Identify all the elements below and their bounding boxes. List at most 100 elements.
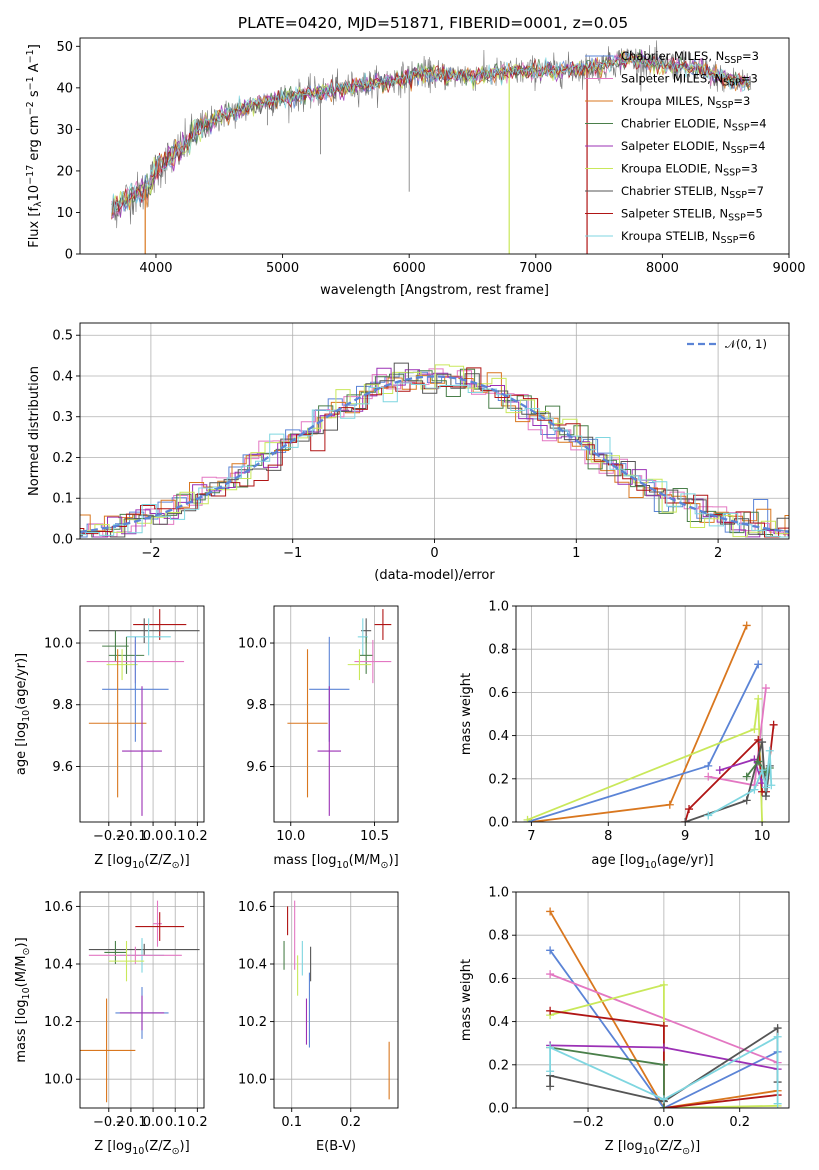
x-tick-label: 0.1 [165, 829, 186, 844]
y-tick-label: 10.2 [238, 1015, 267, 1030]
y-tick-label: 20 [56, 164, 73, 179]
weight-marker [750, 725, 759, 734]
x-tick-label: 0.0 [143, 829, 164, 844]
x-tick-label: 1 [572, 546, 580, 561]
x-axis-label: wavelength [Angstrom, rest frame] [320, 283, 549, 298]
x-tick-label: 6000 [393, 261, 426, 276]
residual-histogram-salpeter_elodie [80, 367, 789, 538]
weight-marker [546, 907, 555, 916]
x-tick-label: −1 [283, 546, 302, 561]
x-tick-label: −0.2 [572, 1115, 604, 1130]
plot-area [80, 900, 200, 1103]
y-tick-label: 10.2 [44, 1015, 73, 1030]
legend-entry: Kroupa MILES, NSSP=3 [621, 94, 750, 111]
x-tick-label: 0.2 [187, 1115, 208, 1130]
y-tick-label: 0.8 [488, 643, 509, 658]
x-tick-label: 10.5 [360, 829, 389, 844]
y-tick-label: 0.3 [52, 410, 73, 425]
weight-marker [742, 796, 751, 805]
x-tick-label: −0.2 [93, 1115, 125, 1130]
weight-marker [758, 818, 767, 822]
model-spectrum-chabrier_miles [111, 51, 750, 218]
plot-area [283, 900, 390, 1100]
weight-marker [546, 970, 555, 979]
plot-area [287, 609, 392, 816]
weight-marker [665, 800, 674, 809]
y-tick-label: 0.4 [488, 1015, 509, 1030]
x-axis-label: E(B-V) [316, 1139, 356, 1154]
legend-entry: Chabrier MILES, NSSP=3 [621, 49, 759, 66]
y-tick-label: 50 [56, 40, 73, 55]
y-tick-label: 10.0 [238, 637, 267, 652]
legend-entry: Salpeter ELODIE, NSSP=4 [621, 139, 765, 156]
y-tick-label: 10.0 [44, 1073, 73, 1088]
y-axis-label: mass weight [459, 959, 474, 1041]
weight-marker [659, 980, 668, 989]
y-tick-label: 9.6 [246, 760, 267, 775]
y-tick-label: 10.0 [44, 637, 73, 652]
x-tick-label: −0.2 [93, 829, 125, 844]
weight-marker [546, 1043, 555, 1052]
legend-entry: Salpeter STELIB, NSSP=5 [621, 207, 763, 224]
x-tick-label: 2 [714, 546, 722, 561]
x-tick-label: 5000 [266, 261, 299, 276]
axes-frame [79, 322, 790, 540]
x-tick-label: 0.2 [340, 1115, 361, 1130]
plot-area [80, 362, 789, 538]
axes-frame [273, 891, 399, 1109]
weight-marker [704, 761, 713, 770]
y-tick-label: 1.0 [488, 886, 509, 901]
residual-histogram-chabrier_elodie [80, 368, 789, 538]
y-axis-label: Normed distribution [27, 366, 42, 496]
weight-marker [659, 1021, 668, 1030]
axes-frame [515, 891, 790, 1109]
x-tick-label: −2 [141, 546, 160, 561]
plot-area [523, 621, 778, 822]
x-axis-label: (data-model)/error [374, 568, 495, 583]
x-tick-label: 0 [430, 546, 438, 561]
y-tick-label: 10.0 [238, 1073, 267, 1088]
legend-entry: Kroupa STELIB, NSSP=6 [621, 229, 755, 246]
x-tick-label: 9 [681, 829, 689, 844]
x-tick-label: −0.1 [115, 829, 147, 844]
y-tick-label: 0.2 [488, 1058, 509, 1073]
weight-marker [767, 781, 776, 790]
weight-marker [715, 766, 724, 775]
y-tick-label: 9.6 [52, 760, 73, 775]
y-axis-label: mass [log10(M/M⊙)] [14, 937, 32, 1062]
plot-area [111, 40, 752, 254]
axes-frame [79, 37, 790, 255]
y-tick-label: 0.4 [488, 729, 509, 744]
x-tick-label: 4000 [139, 261, 172, 276]
figure-title: PLATE=0420, MJD=51871, FIBERID=0001, z=0… [238, 14, 628, 32]
x-axis-label: Z [log10(Z/Z⊙)] [94, 853, 189, 871]
axes-frame [79, 891, 205, 1109]
y-tick-label: 0.0 [488, 1102, 509, 1117]
weight-marker [546, 1082, 555, 1091]
y-tick-label: 10.4 [44, 958, 73, 973]
y-tick-label: 0.2 [488, 772, 509, 787]
x-axis-label: Z [log10(Z/Z⊙)] [605, 1139, 700, 1157]
weight-marker [754, 660, 763, 669]
x-tick-label: 7000 [519, 261, 552, 276]
x-tick-label: −0.1 [115, 1115, 147, 1130]
axes-frame [79, 605, 205, 823]
y-tick-label: 0.6 [488, 686, 509, 701]
axes-frame [515, 605, 790, 823]
y-tick-label: 9.8 [246, 698, 267, 713]
x-axis-label: age [log10(age/yr)] [591, 853, 713, 871]
x-tick-label: 9000 [772, 261, 805, 276]
model-spectrum-kroupa_stelib [111, 52, 750, 213]
x-tick-label: 0.2 [729, 1115, 750, 1130]
weight-marker [773, 1032, 782, 1041]
y-tick-label: 0 [65, 248, 73, 263]
x-tick-label: 0.0 [143, 1115, 164, 1130]
x-tick-label: 0.1 [165, 1115, 186, 1130]
residual-histogram-chabrier_stelib [80, 362, 789, 538]
weight-marker [704, 811, 713, 820]
weight-series-kroupa_stelib [707, 750, 773, 817]
weight-marker [773, 1024, 782, 1033]
normal-reference-curve [80, 375, 789, 534]
x-tick-label: 8000 [646, 261, 679, 276]
weight-marker [704, 772, 713, 781]
